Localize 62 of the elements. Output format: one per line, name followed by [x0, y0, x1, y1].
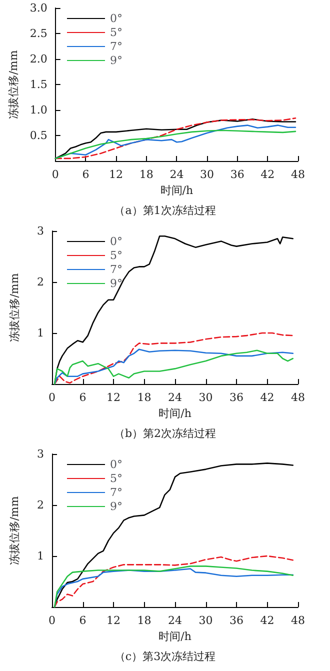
- x-tick-label: 12: [109, 168, 124, 181]
- x-tick-label: 48: [291, 614, 305, 627]
- x-tick-label: 48: [291, 168, 305, 181]
- x-tick-label: 6: [79, 614, 86, 627]
- y-tick-label: 2: [37, 498, 44, 512]
- x-tick-label: 6: [79, 391, 86, 404]
- legend-label: 5°: [110, 249, 122, 262]
- x-tick-label: 48: [291, 391, 305, 404]
- y-tick-label: 2.5: [30, 27, 48, 40]
- legend-label: 0°: [110, 235, 122, 248]
- x-tick-label: 42: [260, 168, 275, 181]
- x-axis-title: 时间/h: [158, 406, 192, 420]
- x-tick-label: 0: [48, 391, 56, 404]
- x-tick-label: 30: [198, 391, 213, 404]
- legend-label: 7°: [110, 486, 122, 499]
- legend-label: 0°: [110, 458, 122, 471]
- x-axis-title: 时间/h: [158, 630, 192, 643]
- y-tick-label: 1: [37, 550, 44, 562]
- x-tick-label: 0: [52, 168, 59, 181]
- x-tick-label: 36: [230, 391, 244, 404]
- text: （a）第1次冻结过程: [114, 204, 216, 217]
- x-tick-label: 18: [137, 614, 152, 627]
- x-tick-label: 18: [137, 391, 152, 404]
- y-tick-label: 1.5: [30, 78, 48, 91]
- y-axis-title: 冻拔位移/mm: [8, 272, 21, 342]
- legend-label: 5°: [110, 26, 122, 39]
- y-tick-label: 2: [37, 276, 44, 288]
- x-tick-label: 12: [106, 391, 120, 404]
- y-tick-label: 3: [37, 448, 44, 460]
- legend-label: 5°: [110, 472, 122, 485]
- y-axis-title: 冻拔位移/mm: [8, 496, 21, 565]
- y-tick-label: 2.0: [30, 52, 48, 66]
- x-tick-label: 12: [106, 614, 120, 627]
- x-tick-label: 36: [230, 614, 244, 627]
- y-tick-label: 3.0: [30, 2, 48, 14]
- x-tick-label: 18: [139, 168, 154, 181]
- x-tick-label: 24: [168, 614, 182, 627]
- y-tick-label: 1: [37, 326, 44, 340]
- line-series: [54, 332, 294, 385]
- legend-label: 9°: [110, 500, 122, 513]
- x-tick-label: 30: [200, 168, 214, 181]
- x-tick-label: 42: [260, 614, 274, 627]
- line-series: [54, 555, 294, 608]
- legend-label: 0°: [110, 12, 122, 25]
- text: （c）第3次冻结过程: [114, 650, 216, 663]
- legend-label: 9°: [110, 277, 122, 290]
- x-axis-title: 时间/h: [160, 184, 194, 197]
- x-tick-label: 30: [198, 614, 213, 627]
- x-tick-label: 36: [230, 168, 244, 181]
- text: （b）第2次冻结过程: [114, 427, 216, 440]
- x-tick-label: 6: [82, 168, 90, 181]
- y-tick-label: 1.0: [30, 104, 48, 116]
- legend-label: 7°: [110, 263, 122, 276]
- x-tick-label: 24: [168, 391, 182, 404]
- legend-label: 9°: [110, 54, 122, 67]
- x-tick-label: 24: [170, 168, 184, 181]
- x-tick-label: 42: [260, 391, 274, 404]
- y-axis-title: 冻拔位移/mm: [7, 50, 20, 119]
- y-tick-label: 3: [37, 224, 44, 238]
- x-tick-label: 0: [48, 614, 56, 627]
- legend-label: 7°: [110, 40, 122, 53]
- y-tick-label: 0.5: [30, 129, 48, 142]
